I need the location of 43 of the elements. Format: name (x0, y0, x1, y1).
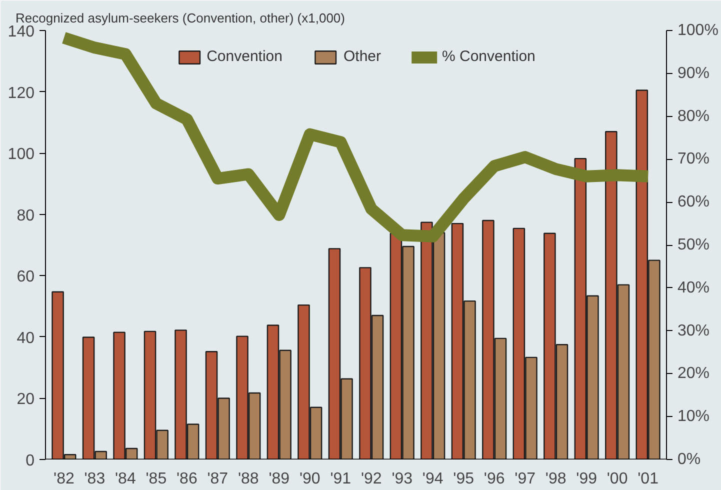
x-tick-label: '88 (238, 470, 259, 488)
x-tick-label: '96 (484, 470, 505, 488)
x-tick-label: '84 (115, 470, 136, 488)
x-tick-label: '95 (453, 470, 474, 488)
x-tick-label: '92 (360, 470, 382, 488)
y2-tick-label: 60% (678, 194, 710, 211)
legend-label: % Convention (442, 48, 536, 65)
x-tick-label: '91 (330, 470, 352, 488)
y-tick-label: 140 (8, 24, 35, 40)
y-tick-label: 100 (8, 146, 35, 164)
x-tick-label: '98 (545, 470, 566, 488)
x-tick-label: '00 (606, 470, 628, 488)
y2-tick-label: 70% (678, 150, 710, 168)
y2-tick-label: 50% (678, 236, 710, 254)
y-tick-label: 120 (8, 84, 35, 102)
x-tick-label: '82 (54, 470, 74, 488)
y-tick-label: 60 (16, 268, 35, 286)
y2-tick-label: 90% (678, 64, 710, 82)
x-tick-label: '86 (176, 470, 198, 488)
y2-tick-label: 10% (678, 408, 710, 426)
y2-tick-label: 30% (678, 322, 710, 340)
x-tick-label: '83 (84, 470, 106, 488)
y2-tick-label: 80% (678, 108, 710, 125)
y2-tick-label: 20% (678, 365, 710, 382)
y-tick-label: 0 (26, 452, 35, 470)
y2-tick-label: 0% (678, 451, 701, 468)
x-tick-label: '01 (638, 470, 659, 488)
y-tick-label: 40 (16, 330, 35, 347)
x-tick-label: '99 (576, 470, 598, 488)
y2-tick-label: 100% (678, 22, 718, 39)
legend-label: Other (343, 48, 381, 65)
x-tick-label: '93 (392, 470, 413, 488)
x-tick-label: '87 (207, 470, 228, 488)
x-tick-label: '94 (422, 470, 444, 488)
x-tick-label: '90 (299, 470, 320, 488)
y-tick-label: 20 (16, 391, 35, 408)
x-tick-label: '89 (268, 470, 290, 488)
y2-tick-label: 40% (678, 279, 710, 296)
y-tick-label: 80 (16, 207, 35, 224)
chart-title: Recognized asylum-seekers (Convention, other) (x1,000) (16, 10, 345, 26)
x-tick-label: '85 (146, 470, 167, 488)
x-tick-label: '97 (514, 470, 536, 488)
legend-label: Convention (206, 48, 282, 65)
